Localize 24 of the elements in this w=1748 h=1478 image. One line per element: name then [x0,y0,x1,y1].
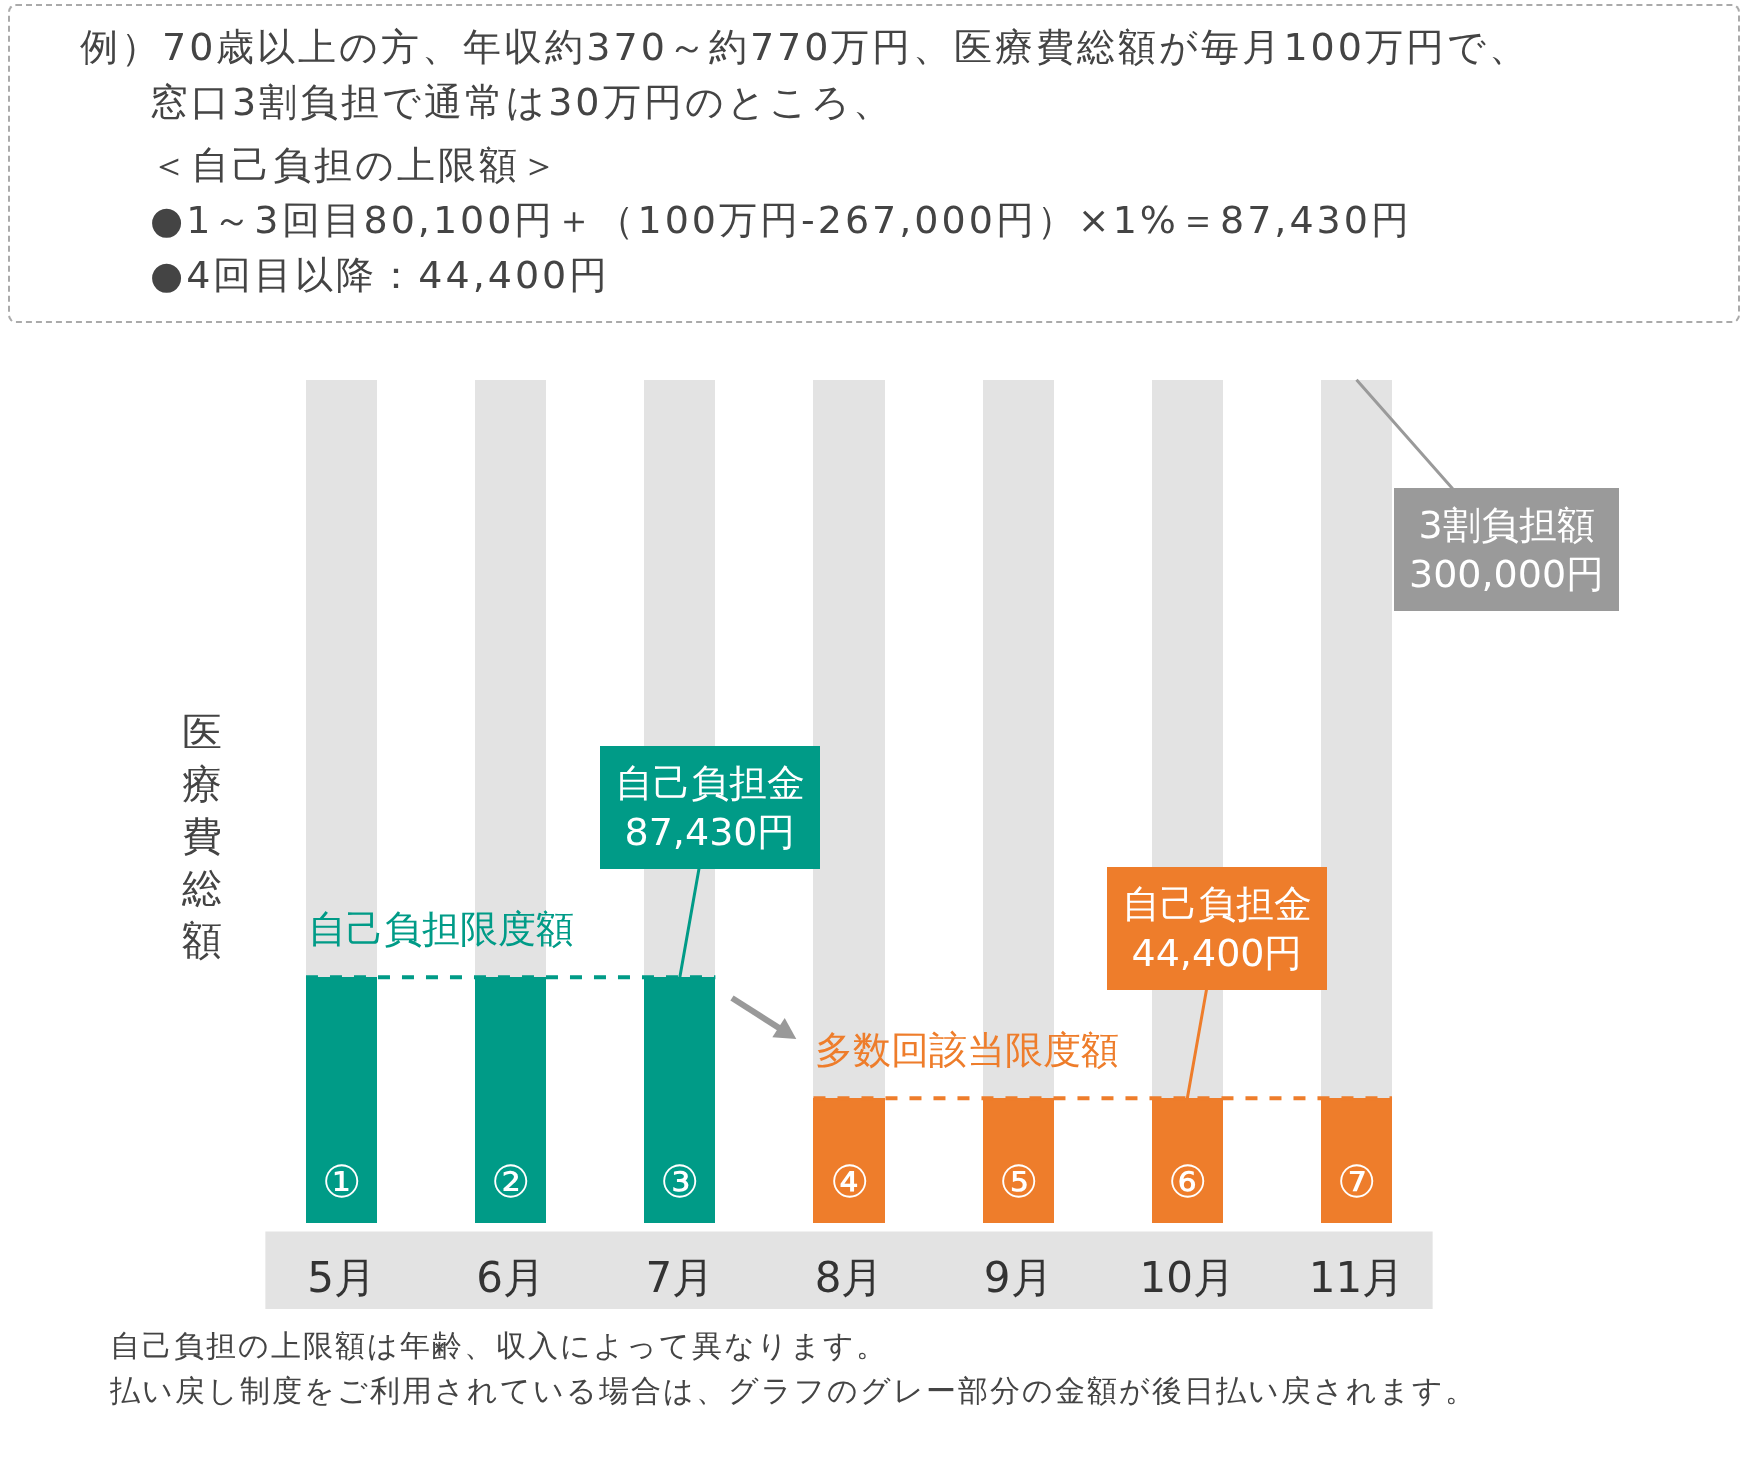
x-tick-label: 6月 [476,1253,546,1303]
ref-line-label: 多数回該当限度額 [815,1028,1119,1073]
annotation: ⑥ [1168,1156,1208,1208]
y-axis-title: 医療費総額 [181,709,222,964]
annotation: ② [491,1156,531,1208]
annotation: ③ [660,1156,700,1208]
chart-title: 例）70歳以上の方、年収約370～約770万円、医療費総額が毎月100万円で、窓口3割負担で通常は30万円のところ、 [80,24,1531,127]
x-tick-label: 9月 [983,1253,1053,1303]
ref-line-label: 自己負担限度額 [308,907,574,952]
annotation: ① [322,1156,362,1208]
data-label: 自己負担金 87,430円 [615,761,805,855]
chart-subtitle: ＜自己負担の上限額＞ ●1～3回目80,100円＋（100万円-267,000円）×1%＝87,430円 ●4回目以降：44,400円 [150,142,1413,300]
text: 自己負担の上限額は年齢、収入によって異なります。 [110,1327,889,1366]
annotation: ⑤ [999,1156,1039,1208]
x-tick-label: 10月 [1139,1253,1236,1303]
data-label: 自己負担金 44,400円 [1122,882,1312,976]
x-tick-label: 11月 [1308,1253,1405,1303]
x-tick-label: 8月 [814,1253,884,1303]
annotation: ④ [830,1156,870,1208]
x-tick-label: 5月 [307,1253,376,1303]
total-label: 3割負担額 300,000円 [1409,503,1605,597]
text: 払い戻し制度をご利用されている場合は、グラフのグレー部分の金額が後日払い戻されます。 [110,1372,1478,1411]
x-tick-label: 7月 [645,1253,715,1303]
annotation: ⑦ [1337,1156,1377,1208]
